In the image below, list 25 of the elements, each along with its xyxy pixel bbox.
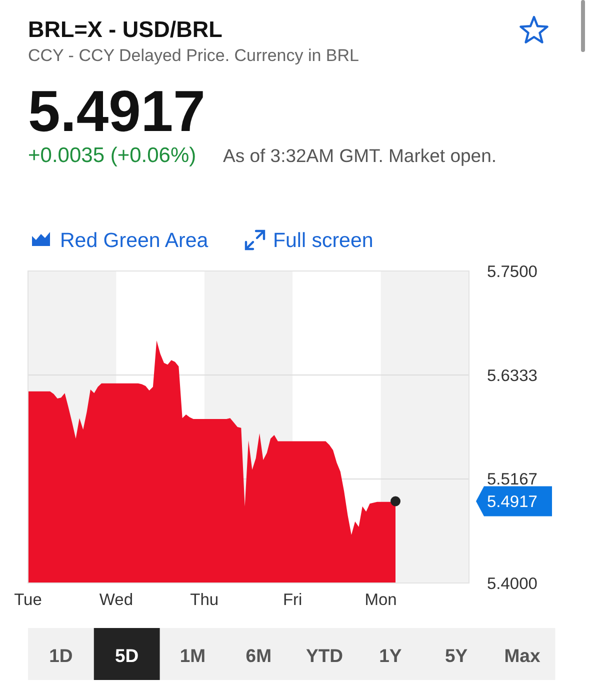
y-tick-label: 5.7500 xyxy=(487,262,538,281)
text: 5.4917 xyxy=(487,493,538,512)
y-tick-label: 5.6333 xyxy=(487,366,538,385)
text: 1Y xyxy=(379,645,402,666)
x-tick-label: Fri xyxy=(282,591,302,609)
text: YTD xyxy=(306,645,344,666)
text: 1M xyxy=(180,645,206,666)
x-tick-label: Thu xyxy=(190,591,219,609)
text: +0.0035 (+0.06%) xyxy=(28,144,196,167)
x-tick-label: Wed xyxy=(99,591,134,609)
chart-title: BRL=X - USD/BRL xyxy=(28,17,223,42)
text: 1D xyxy=(49,645,73,666)
y-tick-label: 5.4000 xyxy=(487,574,538,593)
chart-subtitle: CCY - CCY Delayed Price. Currency in BRL xyxy=(28,46,359,65)
text: Full screen xyxy=(273,229,374,252)
text: 5D xyxy=(115,645,139,666)
text: 5.4917 xyxy=(28,79,206,144)
text: As of 3:32AM GMT. Market open. xyxy=(223,145,496,166)
text: Max xyxy=(504,645,541,666)
text: 6M xyxy=(246,645,272,666)
text: 5Y xyxy=(445,645,468,666)
x-tick-label: Tue xyxy=(14,591,42,609)
y-tick-label: 5.5167 xyxy=(487,470,538,489)
x-tick-label: Mon xyxy=(364,591,397,609)
text: Red Green Area xyxy=(60,229,209,252)
